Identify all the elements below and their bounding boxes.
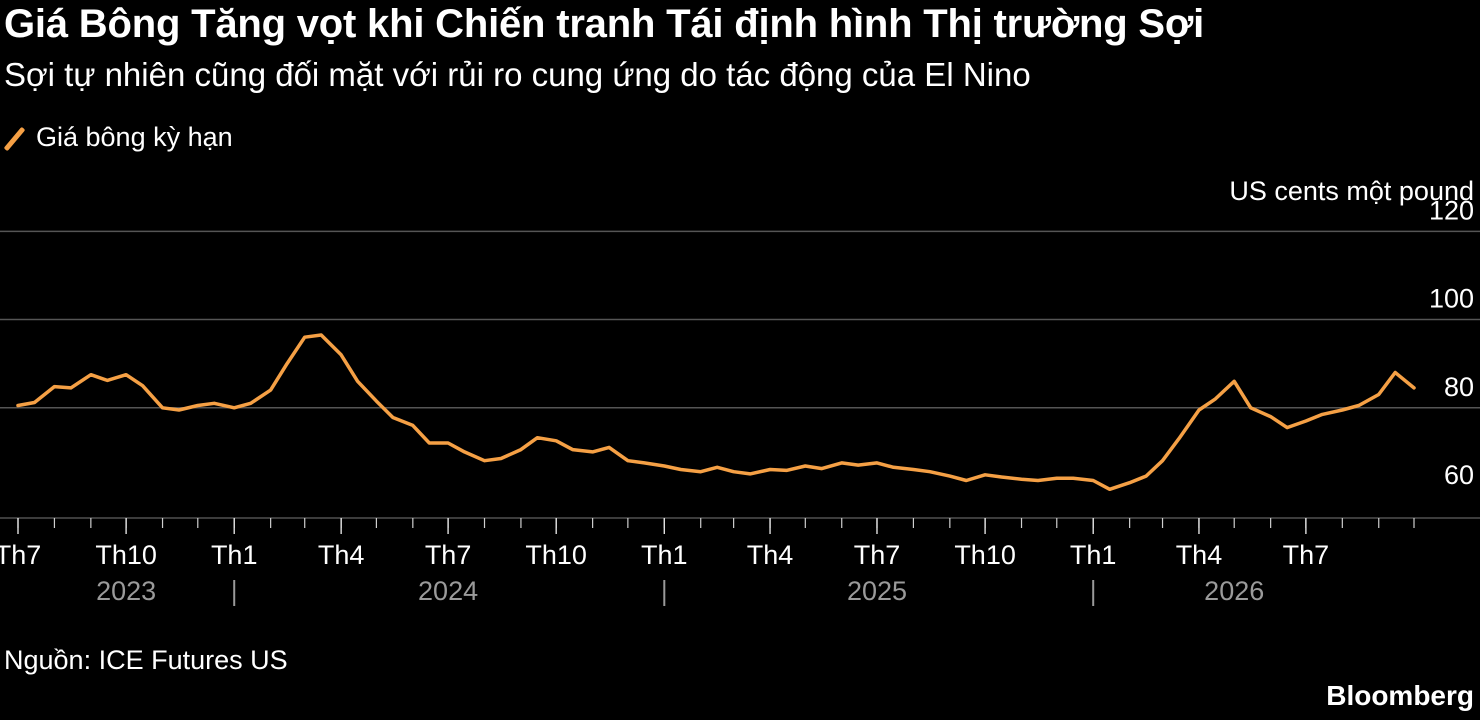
x-tick-label: Th1 xyxy=(1070,540,1117,570)
legend-label: Giá bông kỳ hạn xyxy=(36,122,233,152)
y-tick-label: 80 xyxy=(1444,372,1474,402)
x-year-label: 2024 xyxy=(418,576,478,606)
y-tick-label: 60 xyxy=(1444,460,1474,490)
x-tick-label: Th7 xyxy=(854,540,901,570)
x-tick-label: Th10 xyxy=(95,540,157,570)
x-year-label: 2026 xyxy=(1204,576,1264,606)
legend: Giá bông kỳ hạn xyxy=(4,122,233,153)
x-year-label: 2025 xyxy=(847,576,907,606)
x-tick-label: Th10 xyxy=(954,540,1016,570)
x-tick-label: Th4 xyxy=(1176,540,1223,570)
x-tick-label: Th1 xyxy=(641,540,688,570)
cotton-futures-price-line xyxy=(16,333,1416,492)
x-tick-label: Th7 xyxy=(425,540,472,570)
x-tick-label: Th4 xyxy=(318,540,365,570)
x-tick-label: Th10 xyxy=(525,540,587,570)
chart-subtitle: Sợi tự nhiên cũng đối mặt với rủi ro cun… xyxy=(4,56,1031,93)
x-tick-label: Th4 xyxy=(747,540,794,570)
x-tick-label: Th7 xyxy=(0,540,41,570)
source-note: Nguồn: ICE Futures US xyxy=(4,645,288,675)
x-year-label: 2023 xyxy=(96,576,156,606)
y-axis-unit-label: US cents một pound xyxy=(1229,176,1474,206)
brand-logo: Bloomberg xyxy=(1326,680,1474,711)
y-tick-label: 100 xyxy=(1429,284,1474,314)
chart-title: Giá Bông Tăng vọt khi Chiến tranh Tái đị… xyxy=(4,2,1205,46)
x-tick-label: Th7 xyxy=(1283,540,1330,570)
y-tick-label: 120 xyxy=(1429,195,1474,225)
x-tick-label: Th1 xyxy=(211,540,258,570)
